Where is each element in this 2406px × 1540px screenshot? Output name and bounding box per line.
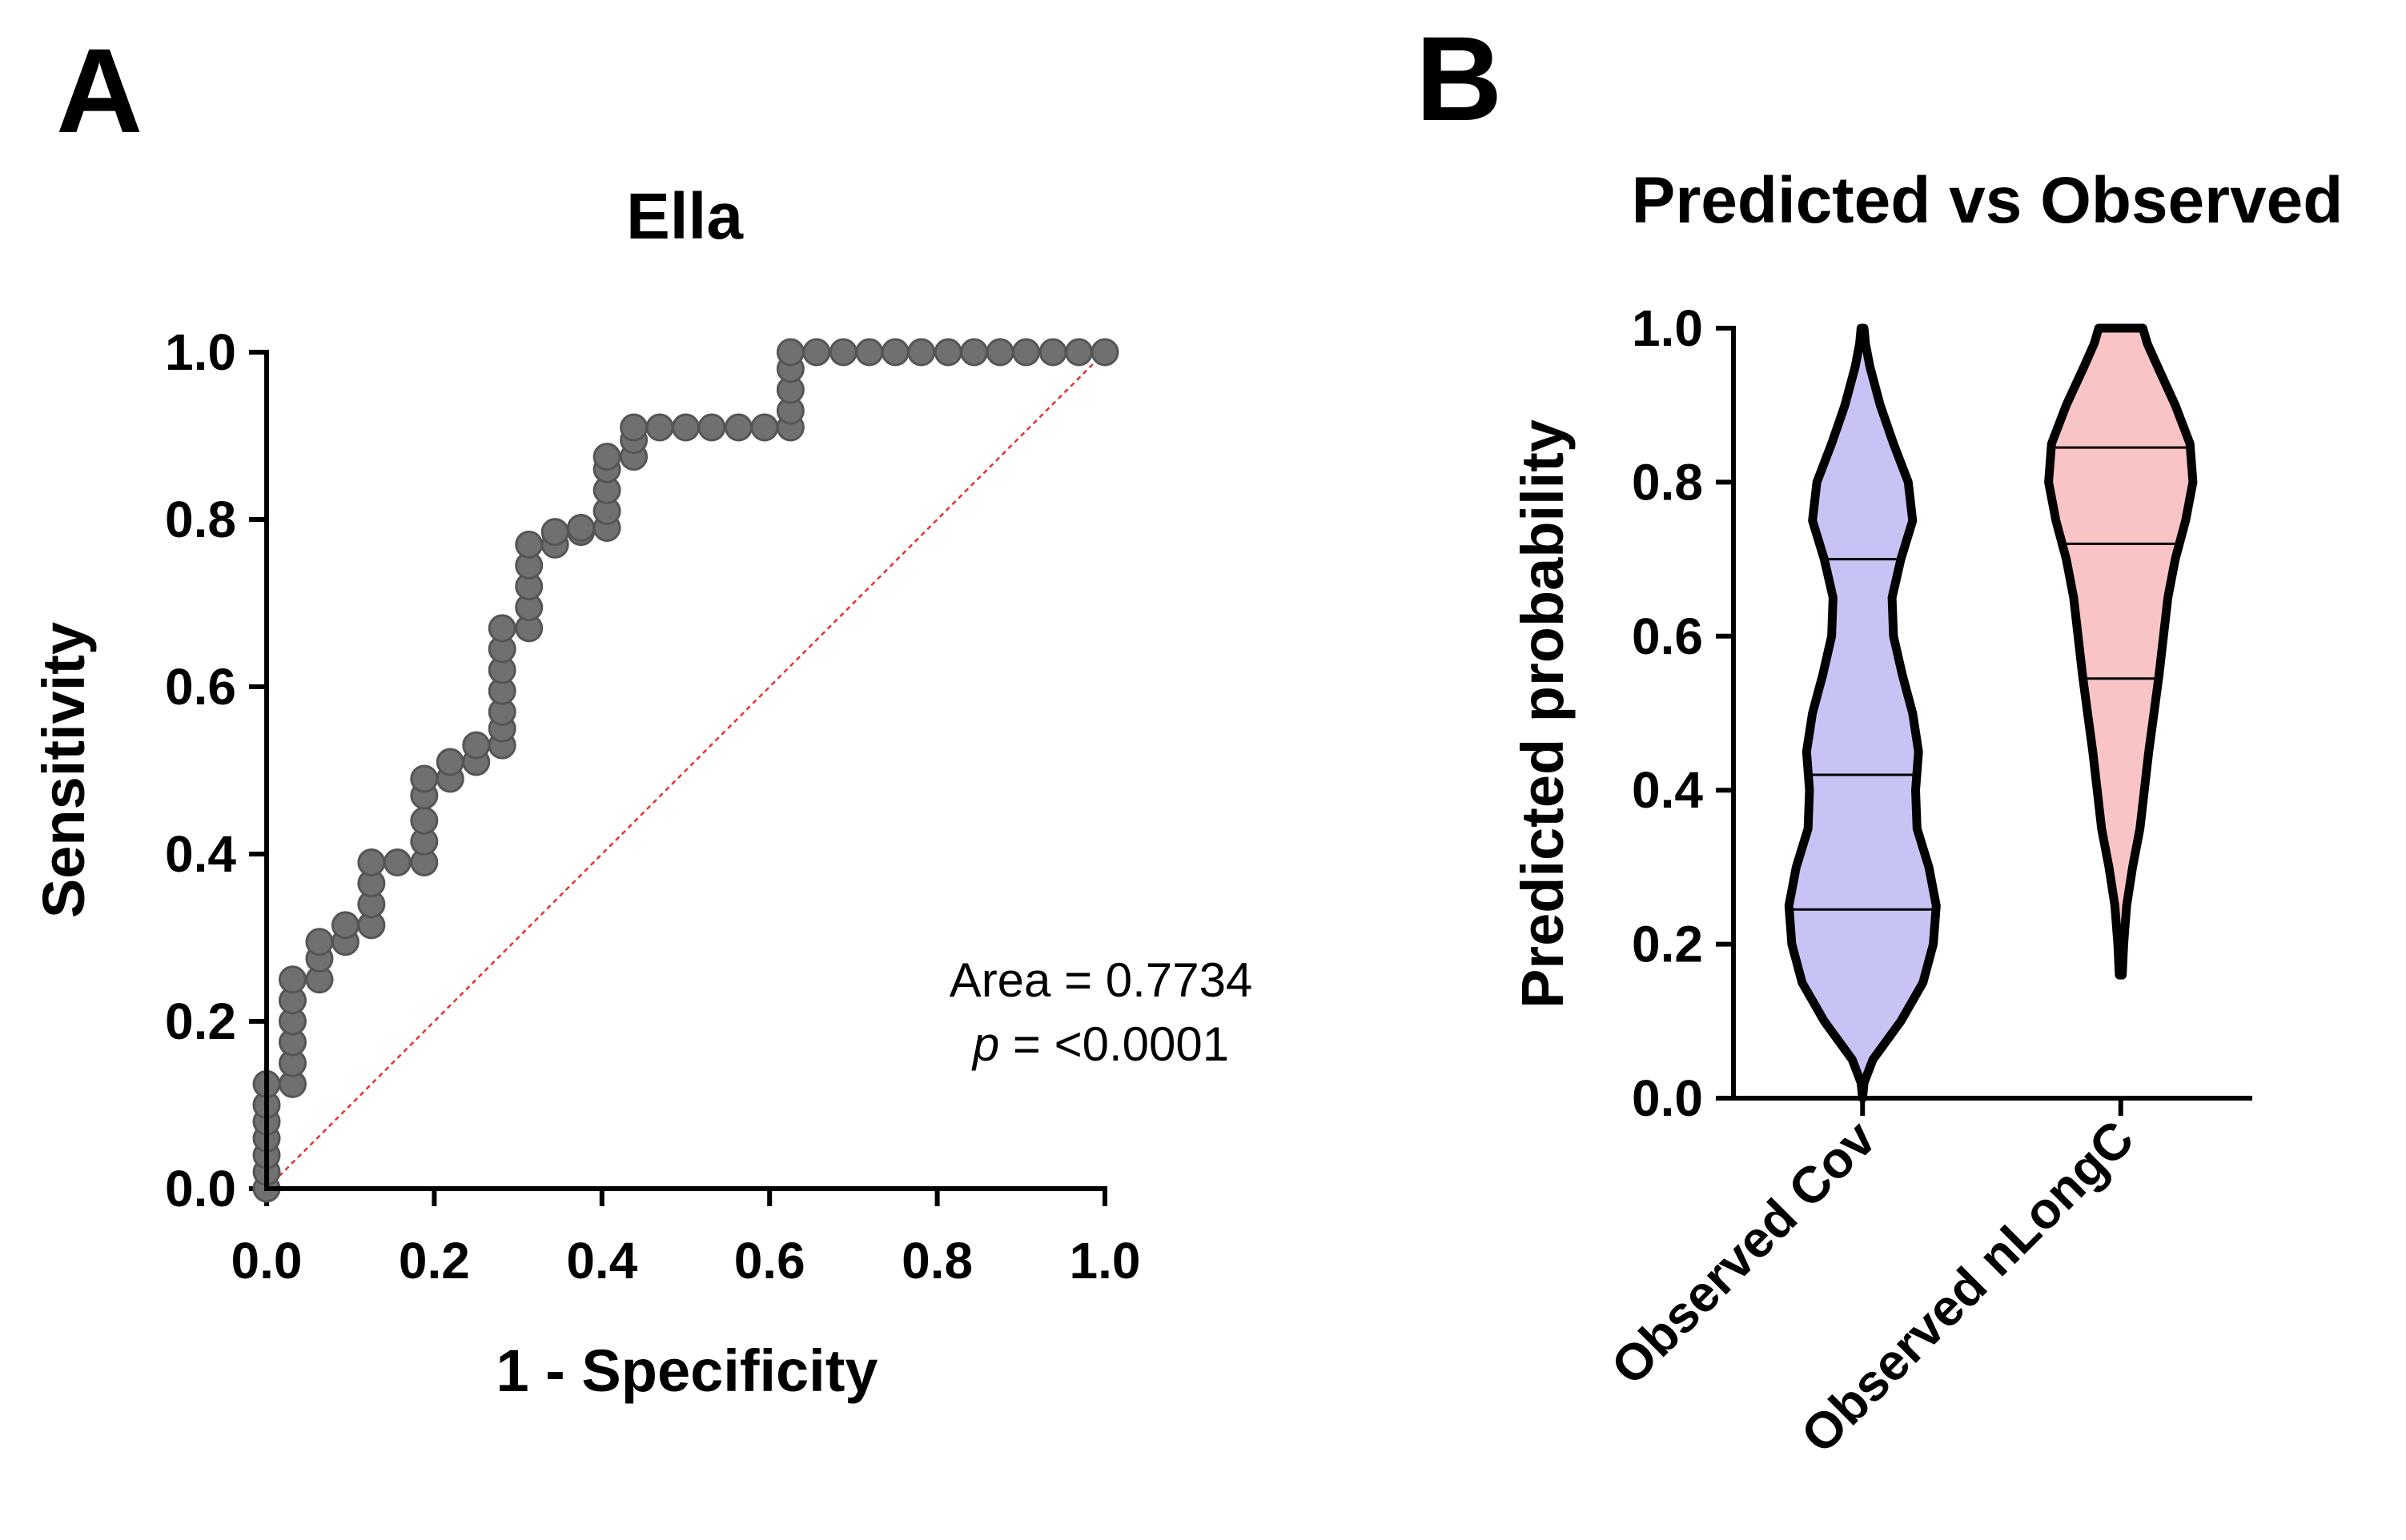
roc-x-tick-label: 0.2: [399, 1232, 470, 1289]
roc-point: [802, 338, 831, 367]
roc-point: [462, 731, 491, 760]
roc-y-tick-label: 0.6: [165, 658, 236, 716]
roc-point: [855, 338, 884, 367]
roc-point: [278, 965, 307, 994]
roc-point: [1038, 338, 1067, 367]
roc-point: [1091, 338, 1119, 367]
violin-y-tick-label: 0.0: [1632, 1069, 1703, 1127]
violin-chart: Predicted vs Observed 0.0 0.2 0.4 0.6 0.8 1.0…: [1509, 164, 2343, 1464]
roc-x-tick-label: 0.8: [902, 1232, 973, 1289]
violin-y-axis-label: Predicted probability: [1509, 419, 1576, 1009]
violin-body: [1784, 323, 1941, 1103]
roc-point: [383, 848, 412, 876]
roc-point: [776, 338, 805, 367]
p-value-label: p = <0.0001: [971, 1017, 1229, 1071]
roc-y-axis-label: Sensitivity: [30, 622, 97, 918]
violin-y-tick-label: 0.2: [1632, 916, 1703, 973]
roc-point: [567, 513, 596, 542]
p-value-text: = <0.0001: [999, 1017, 1229, 1071]
roc-x-axis-ticks: 0.0 0.2 0.4 0.6 0.8 1.0: [231, 1189, 1141, 1289]
roc-chart: Ella 0.0 0.2 0.4 0.6 0.8 1.0 0.0 0.2 0.4 0.6 0.8 1…: [30, 180, 1252, 1404]
violin-body: [2044, 323, 2198, 980]
violin-y-tick-label: 0.8: [1632, 453, 1703, 511]
roc-point: [592, 443, 621, 471]
roc-point: [750, 413, 779, 442]
violin-group: [1784, 323, 1941, 1103]
violin-chart-title: Predicted vs Observed: [1632, 164, 2344, 237]
violin-y-tick-label: 0.4: [1632, 761, 1703, 819]
roc-y-tick-label: 0.2: [165, 993, 236, 1050]
roc-point: [960, 338, 989, 367]
violin-group: [2044, 323, 2198, 980]
violin-y-axis-ticks: 0.0 0.2 0.4 0.6 0.8 1.0: [1632, 299, 1733, 1127]
p-value-symbol: p: [971, 1017, 999, 1071]
roc-point: [672, 413, 700, 442]
roc-y-axis-ticks: 0.0 0.2 0.4 0.6 0.8 1.0: [165, 323, 267, 1217]
roc-y-tick-label: 0.4: [165, 825, 236, 883]
roc-x-axis-label: 1 - Specificity: [496, 1337, 878, 1404]
roc-point: [829, 338, 858, 367]
roc-y-tick-label: 0.8: [165, 491, 236, 548]
roc-point: [488, 614, 516, 643]
roc-point: [515, 530, 544, 559]
roc-point: [331, 911, 359, 940]
roc-x-tick-label: 0.6: [734, 1232, 805, 1289]
roc-x-tick-label: 0.4: [566, 1232, 637, 1289]
violin-x-tick-label: Observed Cov: [1600, 1109, 1886, 1396]
roc-point: [881, 338, 910, 367]
roc-point: [436, 748, 464, 776]
roc-point: [907, 338, 936, 367]
roc-reference-line: [266, 351, 1106, 1189]
roc-point: [934, 338, 962, 367]
roc-point: [697, 413, 726, 442]
roc-point: [986, 338, 1014, 367]
roc-point: [410, 764, 439, 793]
violin-y-tick-label: 0.6: [1632, 608, 1703, 665]
roc-point: [357, 848, 386, 876]
panel-label-b: B: [1416, 11, 1502, 146]
auc-label: Area = 0.7734: [950, 953, 1253, 1007]
violin-shapes: [1784, 323, 2198, 1103]
roc-y-tick-label: 0.0: [165, 1160, 236, 1217]
roc-point: [305, 928, 334, 956]
roc-point: [1065, 338, 1094, 367]
roc-point: [724, 413, 753, 442]
violin-y-tick-label: 1.0: [1632, 299, 1703, 357]
panel-label-a: A: [56, 23, 143, 158]
roc-y-tick-label: 1.0: [165, 323, 236, 381]
roc-point: [620, 413, 649, 442]
roc-x-tick-label: 1.0: [1070, 1232, 1141, 1289]
roc-chart-title: Ella: [626, 180, 744, 253]
roc-point: [540, 518, 569, 547]
roc-point: [645, 413, 674, 442]
roc-point: [1012, 338, 1041, 367]
roc-point: [410, 806, 439, 835]
roc-x-tick-label: 0.0: [231, 1232, 303, 1289]
